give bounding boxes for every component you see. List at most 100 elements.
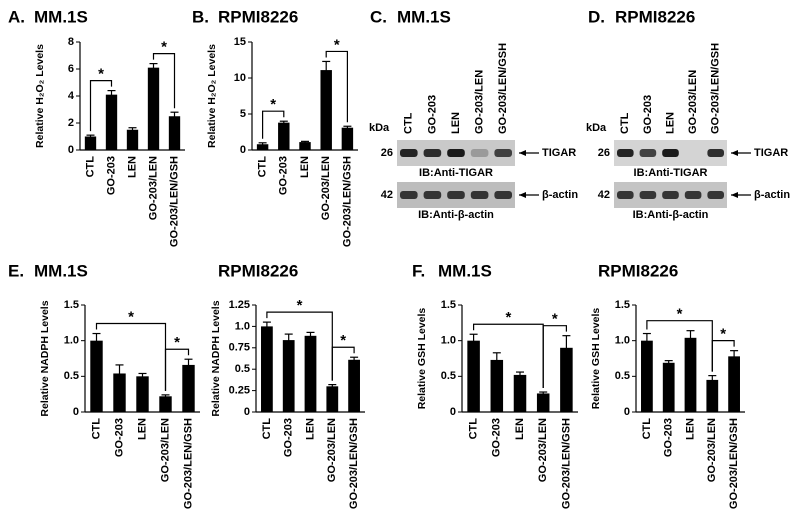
significance-label: * xyxy=(98,66,104,83)
y-axis-label: Relative GSH Levels xyxy=(416,308,428,410)
band xyxy=(617,191,634,199)
bar xyxy=(728,356,740,412)
bar xyxy=(467,340,480,412)
significance-label: * xyxy=(552,311,558,328)
bar xyxy=(282,340,295,412)
panel-letter: B. xyxy=(192,7,209,26)
band xyxy=(707,149,724,157)
lane-label: GO-203/LEN xyxy=(474,70,486,134)
x-tick-label: LEN xyxy=(514,418,526,440)
lane-label: GO-203/LEN/GSH xyxy=(497,43,509,134)
y-tick-label: 0.5 xyxy=(235,363,250,375)
bar xyxy=(662,362,675,412)
blot-title: MM.1S xyxy=(397,7,451,26)
target-label: TIGAR xyxy=(754,147,788,159)
y-tick-label: 0.5 xyxy=(64,370,79,382)
unit-label: kDa xyxy=(586,122,607,134)
band xyxy=(423,191,442,199)
panel-letter: E. xyxy=(8,261,24,280)
bar xyxy=(706,379,719,412)
x-tick-label: GO-203/LEN/GSH xyxy=(348,418,360,509)
x-tick-label: LEN xyxy=(126,156,138,178)
y-tick-label: 8 xyxy=(68,36,74,48)
arrow-head xyxy=(519,192,526,198)
significance-bracket xyxy=(152,53,176,109)
blot-caption: IB:Anti-TIGAR xyxy=(634,167,708,179)
significance-bracket xyxy=(262,110,285,139)
target-label: β-actin xyxy=(754,189,790,201)
chart-title: RPMI8226 xyxy=(218,7,298,26)
significance-bracket xyxy=(95,322,167,391)
band xyxy=(707,191,724,199)
bar xyxy=(684,337,697,412)
x-tick-label: CTL xyxy=(257,156,269,178)
band xyxy=(447,191,465,199)
significance-label: * xyxy=(128,309,134,326)
bar xyxy=(278,122,290,150)
x-tick-label: GO-203/LEN/GSH xyxy=(728,418,740,509)
x-tick-label: GO-203 xyxy=(278,156,290,195)
y-tick-label: 1.0 xyxy=(64,335,79,347)
significance-bracket xyxy=(473,323,544,389)
bar xyxy=(147,67,160,150)
x-tick-label: GO-203/LEN xyxy=(537,418,549,482)
marker-label: 42 xyxy=(381,189,393,201)
y-tick-label: 1.0 xyxy=(441,335,456,347)
x-tick-label: CTL xyxy=(468,418,480,440)
significance-bracket xyxy=(164,348,190,391)
x-tick-label: LEN xyxy=(304,418,316,440)
x-tick-label: GO-203/LEN/GSH xyxy=(182,418,194,509)
panel-letter: C. xyxy=(370,7,387,26)
band xyxy=(639,191,657,199)
bar xyxy=(513,374,527,412)
x-tick-label: GO-203 xyxy=(283,418,295,457)
x-tick-label: GO-203/LEN xyxy=(326,418,338,482)
lane-label: CTL xyxy=(403,112,415,134)
panel-letter: A. xyxy=(8,7,25,26)
lane-label: GO-203/LEN xyxy=(687,70,699,134)
significance-label: * xyxy=(297,297,303,314)
y-axis-label: Relative NADPH Levels xyxy=(210,300,222,416)
lane-label: GO-203 xyxy=(642,95,654,134)
x-tick-label: CTL xyxy=(261,418,273,440)
x-tick-label: CTL xyxy=(90,418,102,440)
bar xyxy=(326,386,339,412)
significance-label: * xyxy=(340,332,346,349)
lane-label: CTL xyxy=(619,112,631,134)
band xyxy=(400,149,418,157)
y-tick-label: 6 xyxy=(68,63,74,75)
panel-letter: F. xyxy=(412,261,425,280)
x-tick-label: CTL xyxy=(84,156,96,178)
arrow-head xyxy=(731,192,738,198)
y-tick-label: 0 xyxy=(73,406,79,418)
y-tick-label: 0 xyxy=(244,406,250,418)
band xyxy=(684,191,702,199)
lane-label: GO-203 xyxy=(426,95,438,134)
bar xyxy=(560,347,573,412)
x-tick-label: GO-203/LEN xyxy=(147,156,159,220)
y-tick-label: 0.5 xyxy=(615,370,630,382)
bar xyxy=(348,359,360,412)
chart-title: RPMI8226 xyxy=(598,261,678,280)
x-tick-label: GO-203 xyxy=(105,156,117,195)
bar xyxy=(113,373,126,412)
significance-bracket xyxy=(266,311,333,381)
significance-label: * xyxy=(505,309,511,326)
chart-title: MM.1S xyxy=(34,261,88,280)
significance-bracket xyxy=(331,346,355,381)
chart-title: MM.1S xyxy=(438,261,492,280)
significance-bracket xyxy=(711,340,735,372)
bar xyxy=(182,364,195,412)
bar xyxy=(299,142,311,150)
y-tick-label: 0.5 xyxy=(441,370,456,382)
chart-title: MM.1S xyxy=(34,7,88,26)
blot-title: RPMI8226 xyxy=(615,7,695,26)
marker-label: 26 xyxy=(598,147,610,159)
marker-label: 42 xyxy=(598,189,610,201)
bar xyxy=(341,127,354,150)
panel-letter: D. xyxy=(588,7,605,26)
significance-label: * xyxy=(334,36,340,53)
bar xyxy=(261,326,273,412)
band xyxy=(662,191,679,199)
